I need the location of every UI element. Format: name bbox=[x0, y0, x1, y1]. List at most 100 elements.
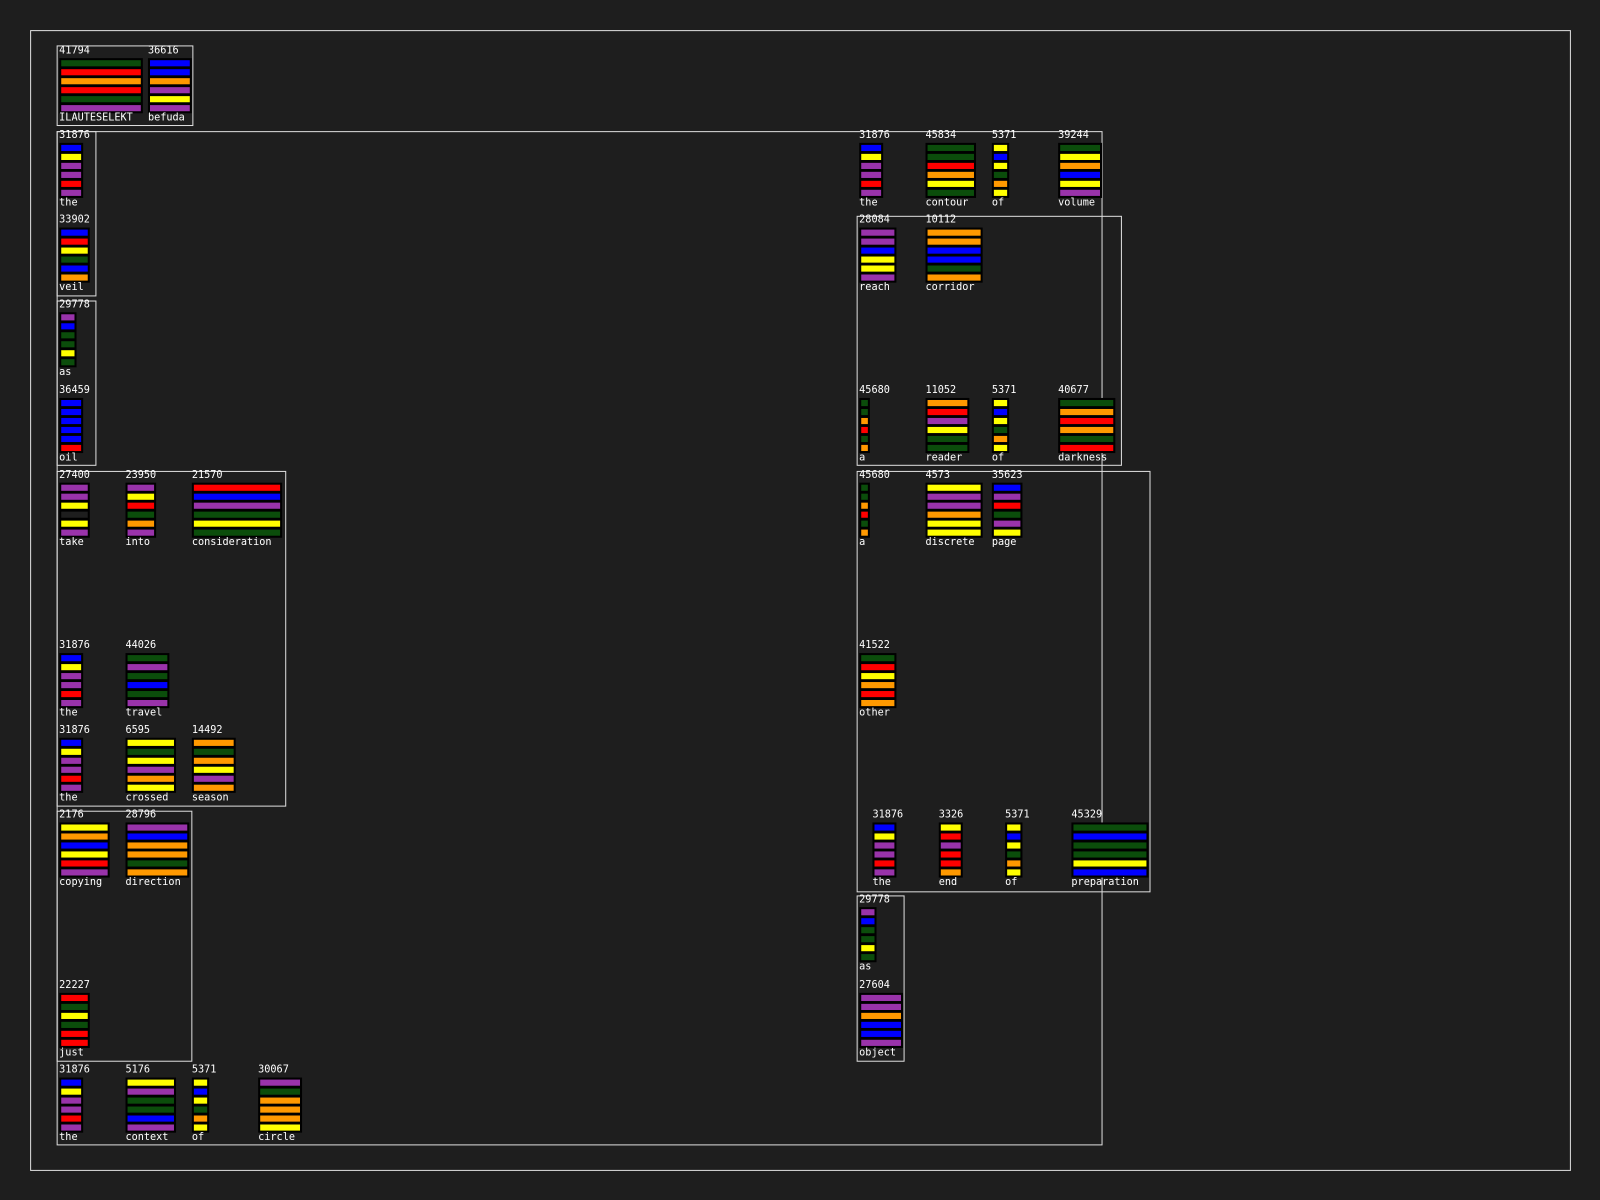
stripe bbox=[61, 766, 82, 773]
stripe bbox=[193, 1097, 208, 1104]
stripe bbox=[927, 400, 968, 407]
stripe bbox=[150, 96, 190, 103]
token-count: 5371 bbox=[192, 1065, 217, 1076]
stripe bbox=[61, 833, 108, 840]
token-word: the bbox=[59, 197, 77, 208]
group-box bbox=[56, 300, 97, 466]
stripe bbox=[127, 842, 188, 849]
stripe bbox=[61, 274, 88, 281]
stripe bbox=[861, 426, 868, 434]
stripe bbox=[861, 238, 895, 245]
token-count: 31876 bbox=[59, 1065, 90, 1076]
stripe bbox=[61, 180, 82, 187]
stripe bbox=[861, 171, 882, 178]
stripe bbox=[127, 784, 174, 791]
stripe bbox=[927, 256, 981, 263]
stripe bbox=[861, 435, 868, 443]
stripe bbox=[61, 757, 82, 764]
stripe bbox=[927, 520, 981, 527]
stripe bbox=[1007, 860, 1021, 867]
stripe bbox=[193, 1124, 208, 1131]
token-word: volume bbox=[1058, 197, 1095, 208]
glyph-backing bbox=[1071, 822, 1149, 878]
stripe bbox=[193, 493, 281, 500]
token-word: circle bbox=[258, 1132, 295, 1143]
token-count: 45329 bbox=[1071, 810, 1102, 821]
token-word: the bbox=[872, 877, 890, 888]
stripe bbox=[61, 78, 141, 85]
token-count: 31876 bbox=[859, 130, 890, 141]
token-count: 28084 bbox=[859, 215, 890, 226]
glyph-backing bbox=[125, 482, 157, 538]
stripe bbox=[861, 1039, 902, 1046]
stripe bbox=[993, 400, 1008, 407]
stripe bbox=[1060, 171, 1100, 178]
stripe bbox=[874, 860, 895, 867]
stripe bbox=[61, 824, 108, 831]
stripe bbox=[861, 229, 895, 236]
token-count: 27400 bbox=[59, 470, 90, 481]
stripe bbox=[193, 1115, 208, 1122]
stripe bbox=[861, 265, 895, 272]
stripe bbox=[61, 1030, 88, 1037]
token-word: season bbox=[192, 792, 229, 803]
stripe bbox=[61, 664, 82, 671]
stripe bbox=[861, 493, 868, 500]
stripe bbox=[927, 153, 974, 160]
stripe bbox=[150, 69, 190, 76]
stripe bbox=[127, 1097, 174, 1104]
token-word: page bbox=[992, 537, 1017, 548]
stripe bbox=[61, 869, 108, 876]
stripe bbox=[874, 842, 895, 849]
token-word: the bbox=[59, 708, 77, 719]
stripe bbox=[861, 408, 868, 416]
token-word: end bbox=[939, 877, 957, 888]
stripe bbox=[61, 400, 82, 407]
token-count: 3326 bbox=[939, 810, 964, 821]
stripe bbox=[861, 417, 868, 425]
glyph-backing bbox=[125, 1077, 177, 1133]
token-word: as bbox=[859, 962, 871, 973]
token-count: 21570 bbox=[192, 470, 223, 481]
stripe bbox=[1073, 833, 1147, 840]
stripe bbox=[193, 484, 281, 491]
glyph-backing bbox=[59, 312, 77, 368]
stripe bbox=[940, 842, 961, 849]
stripe bbox=[61, 1106, 82, 1113]
stripe bbox=[127, 860, 188, 867]
stripe bbox=[61, 359, 75, 366]
stripe bbox=[861, 682, 895, 689]
token-count: 41794 bbox=[59, 45, 90, 56]
stripe bbox=[61, 484, 88, 491]
stripe bbox=[993, 511, 1021, 518]
stripe bbox=[150, 105, 190, 112]
stripe bbox=[193, 775, 234, 782]
stripe bbox=[940, 833, 961, 840]
stripe bbox=[61, 332, 75, 339]
stripe bbox=[61, 842, 108, 849]
stripe bbox=[861, 520, 868, 527]
stripe bbox=[150, 60, 190, 67]
stripe bbox=[993, 417, 1008, 425]
stripe bbox=[927, 247, 981, 254]
stripe bbox=[861, 189, 882, 196]
stripe bbox=[927, 484, 981, 491]
stripe bbox=[61, 1088, 82, 1095]
token-count: 10112 bbox=[926, 215, 957, 226]
stripe bbox=[861, 274, 895, 281]
stripe bbox=[927, 180, 974, 187]
token-count: 40677 bbox=[1058, 385, 1089, 396]
stripe bbox=[61, 682, 82, 689]
stripe bbox=[61, 1021, 88, 1028]
stripe bbox=[61, 87, 141, 94]
stripe bbox=[993, 493, 1021, 500]
token-word: oil bbox=[59, 452, 77, 463]
glyph-backing bbox=[1058, 142, 1103, 198]
stripe bbox=[260, 1097, 300, 1104]
group-box bbox=[856, 470, 1151, 893]
stripe bbox=[1073, 851, 1147, 858]
stripe bbox=[940, 860, 961, 867]
glyph-backing bbox=[59, 227, 90, 283]
stripe bbox=[127, 520, 155, 527]
stripe bbox=[1060, 162, 1100, 169]
